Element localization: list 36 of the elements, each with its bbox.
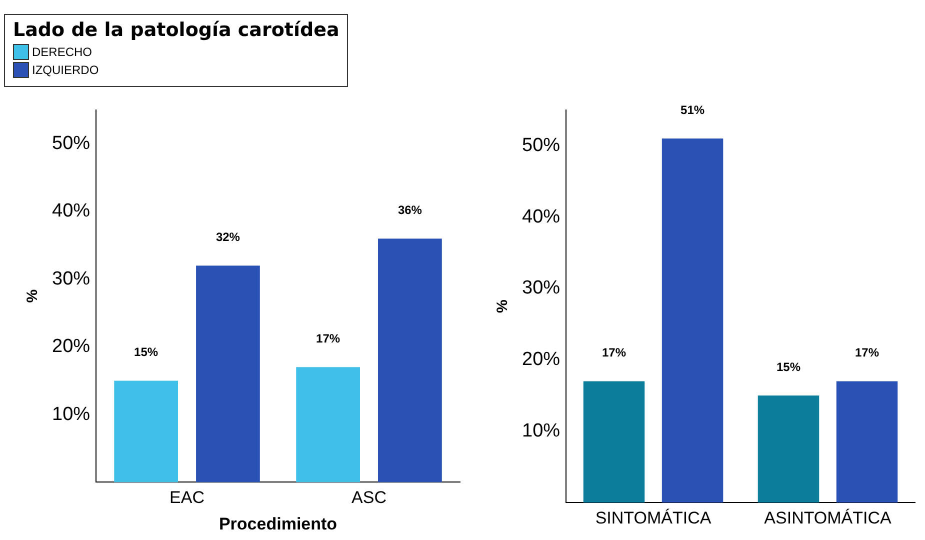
- y-tick-label: 10%: [52, 404, 90, 425]
- data-label: 17%: [316, 331, 340, 346]
- bar: [296, 367, 360, 482]
- x-axis-title: Procedimiento: [218, 514, 338, 534]
- legend-label: IZQUIERDO: [32, 63, 99, 77]
- bar: [378, 238, 442, 482]
- y-tick-label: 30%: [52, 268, 90, 290]
- y-tick-label: 40%: [52, 200, 90, 222]
- legend-title: Lado de la patología carotídea: [13, 19, 340, 41]
- bar: [583, 381, 645, 503]
- y-tick-label: 40%: [522, 206, 560, 228]
- bar: [836, 381, 898, 503]
- bar: [196, 266, 260, 482]
- data-label: 36%: [398, 202, 422, 217]
- y-tick-label: 20%: [522, 349, 560, 370]
- x-tick-label: ASC: [352, 488, 386, 508]
- data-label: 15%: [776, 360, 801, 374]
- y-tick-label: 50%: [52, 133, 90, 154]
- data-label: 32%: [216, 230, 240, 244]
- data-label: 17%: [855, 346, 880, 360]
- y-axis-title: %: [24, 289, 42, 303]
- legend-label: DERECHO: [32, 45, 92, 59]
- x-tick-label: ASINTOMÁTICA: [764, 508, 892, 528]
- bar: [114, 380, 178, 482]
- y-tick-label: 10%: [522, 420, 560, 442]
- x-tick-label: SINTOMÁTICA: [595, 508, 712, 528]
- y-tick-label: 30%: [522, 278, 560, 299]
- data-label: 17%: [602, 346, 626, 360]
- bar: [758, 396, 820, 503]
- y-tick-label: 50%: [522, 134, 560, 156]
- data-label: 51%: [680, 102, 705, 117]
- y-axis-title: %: [494, 300, 512, 313]
- y-tick-label: 20%: [52, 336, 90, 358]
- bar: [662, 138, 724, 503]
- x-tick-label: EAC: [170, 488, 205, 508]
- data-label: 15%: [134, 345, 158, 360]
